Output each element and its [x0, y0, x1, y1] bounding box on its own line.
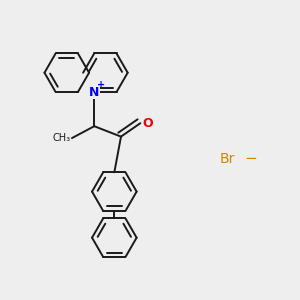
Text: Br: Br — [220, 152, 235, 166]
Text: −: − — [245, 152, 257, 166]
Text: O: O — [143, 117, 153, 130]
Text: N: N — [89, 85, 99, 98]
Text: CH₃: CH₃ — [52, 133, 70, 143]
Text: +: + — [97, 80, 105, 91]
